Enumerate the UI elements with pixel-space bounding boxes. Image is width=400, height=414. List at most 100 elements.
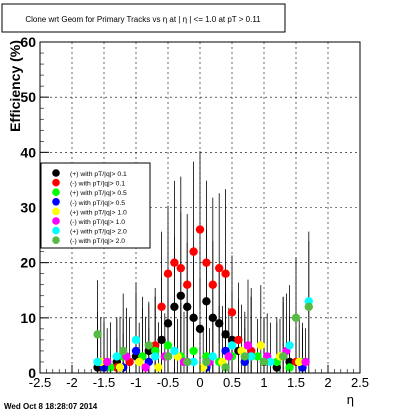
data-point — [285, 341, 294, 350]
legend-label: (-) with pT/|q|> 0.1 — [70, 181, 125, 188]
data-point — [224, 352, 233, 361]
axes: -2.5 -2 -1.5 -1 -0.5 0 0.5 1 1.5 2 2.5 0 10 20 30 40 50 6… — [20, 34, 369, 390]
x-tick-label: 2 — [324, 375, 331, 390]
data-point — [208, 352, 217, 361]
x-tick-label: 0.5 — [223, 375, 241, 390]
legend-marker — [52, 169, 60, 177]
data-point — [285, 363, 294, 372]
data-point — [247, 352, 256, 361]
data-point — [215, 319, 224, 328]
title-box: Clone wrt Geom for Primary Tracks vs η a… — [1, 3, 286, 33]
data-point — [131, 346, 141, 356]
data-point — [183, 280, 192, 289]
data-point — [103, 357, 112, 367]
data-point — [243, 341, 253, 350]
data-point — [163, 269, 173, 278]
data-point — [189, 357, 198, 367]
data-point — [176, 263, 185, 273]
data-point — [259, 357, 269, 367]
legend-marker — [52, 207, 60, 216]
legend-marker — [52, 217, 60, 225]
data-point — [221, 269, 230, 278]
data-point — [154, 363, 163, 372]
data-point — [189, 346, 198, 356]
x-tick-label: -2.5 — [29, 375, 51, 390]
data-point — [115, 363, 125, 372]
x-tick-label: -0.5 — [157, 375, 179, 390]
legend-label: (-) with pT/|q|> 1.0 — [70, 219, 125, 226]
data-point — [202, 357, 211, 367]
data-point — [291, 313, 301, 323]
legend-label: (-) with pT/|q|> 0.5 — [70, 200, 125, 207]
x-tick-label: -1 — [130, 375, 142, 390]
data-point — [131, 335, 141, 345]
data-point — [208, 313, 217, 323]
y-axis-label: Efficiency (%) — [7, 40, 23, 132]
y-tick-label: 40 — [20, 144, 36, 160]
data-point — [151, 352, 160, 361]
data-point — [170, 346, 179, 356]
x-tick-label: 2.5 — [351, 375, 369, 390]
legend-marker — [52, 178, 60, 187]
legend-label: (+) with pT/|q|> 0.5 — [70, 190, 127, 197]
data-point — [195, 324, 205, 334]
data-point — [93, 330, 102, 339]
data-point — [119, 346, 128, 356]
legend-label: (-) with pT/|q|> 2.0 — [70, 238, 125, 245]
data-point — [163, 352, 173, 361]
data-point — [112, 352, 122, 361]
data-point — [202, 297, 211, 306]
data-point — [202, 258, 211, 267]
legend-marker — [52, 226, 60, 235]
data-point — [189, 247, 198, 256]
data-point — [163, 341, 173, 350]
data-point — [256, 341, 265, 350]
data-point — [163, 319, 173, 328]
y-tick-label: 30 — [20, 200, 36, 216]
data-point — [221, 363, 230, 372]
data-point — [195, 225, 205, 234]
data-point — [227, 308, 237, 317]
data-point — [170, 258, 179, 267]
data-point — [304, 302, 313, 311]
data-point — [135, 357, 144, 367]
title-frame — [1, 3, 286, 33]
data-point — [295, 357, 304, 367]
legend-label: (+) with pT/|q|> 2.0 — [70, 229, 127, 236]
data-point — [157, 335, 166, 345]
legend-marker — [52, 188, 60, 196]
y-tick-label: 0 — [28, 365, 36, 381]
legend-marker — [52, 236, 60, 244]
data-point — [279, 352, 288, 361]
data-point — [93, 357, 102, 367]
y-tick-label: 10 — [20, 310, 36, 326]
legend: (+) with pT/|q|> 0.1 (-) with pT/|q|> 0.1… — [40, 162, 151, 249]
data-point — [215, 263, 224, 273]
data-point — [183, 357, 192, 367]
chart-title: Clone wrt Geom for Primary Tracks vs η a… — [25, 15, 261, 24]
data-point — [253, 352, 262, 361]
y-tick-label: 50 — [20, 89, 36, 105]
legend-label: (+) with pT/|q|> 1.0 — [70, 209, 127, 216]
data-point — [234, 335, 243, 345]
x-tick-label: -2 — [66, 375, 78, 390]
data-point — [176, 291, 185, 300]
data-point — [144, 341, 153, 350]
y-tick-label: 20 — [20, 255, 36, 271]
y-tick-label: 60 — [20, 34, 36, 50]
data-point — [170, 302, 179, 311]
data-point — [157, 302, 166, 311]
legend-label: (+) with pT/|q|> 0.1 — [70, 171, 127, 178]
x-tick-label: 1.5 — [287, 375, 305, 390]
x-tick-label: -1.5 — [93, 375, 115, 390]
data-point — [221, 330, 230, 339]
legend-marker — [52, 198, 60, 206]
data-point — [208, 280, 217, 289]
data-point — [183, 302, 192, 311]
data-point — [227, 341, 237, 350]
data-point — [266, 357, 275, 367]
legend-frame — [40, 162, 151, 249]
timestamp: Wed Oct 8 18:28:07 2014 — [4, 402, 98, 411]
x-tick-label: 0 — [196, 375, 203, 390]
